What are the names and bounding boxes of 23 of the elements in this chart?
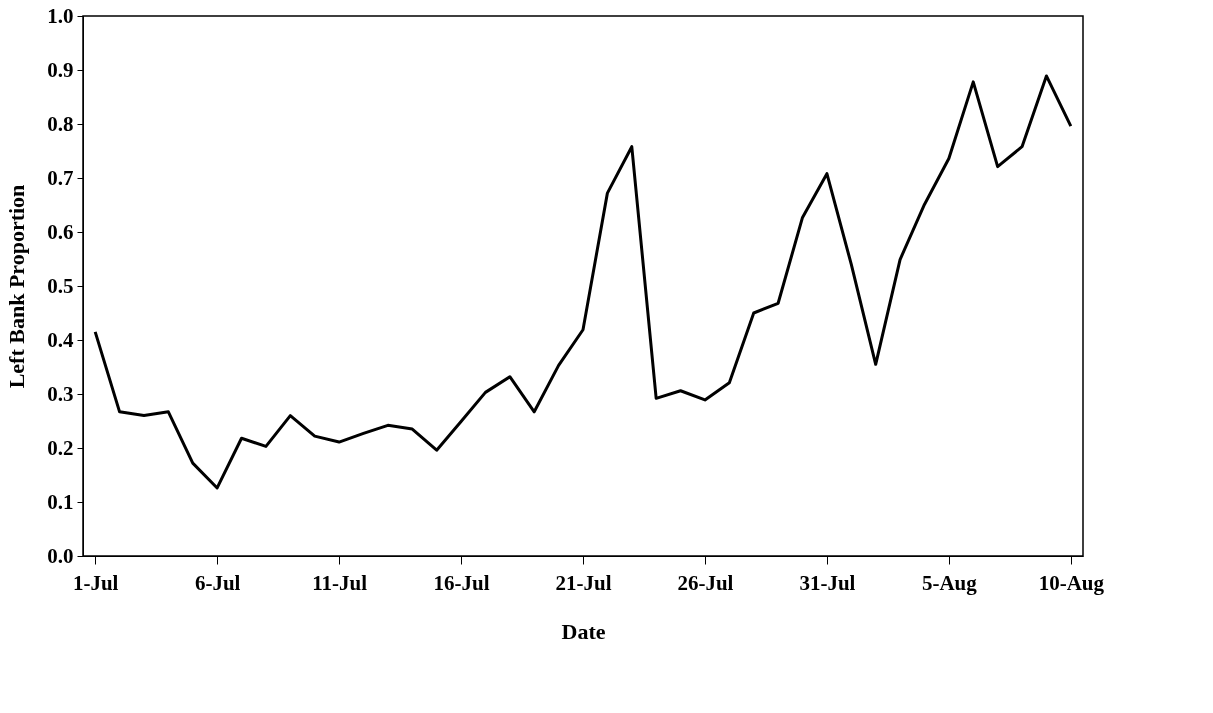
x-tick-label: 26-Jul xyxy=(677,570,734,595)
x-tick-label: 16-Jul xyxy=(433,570,490,595)
y-tick-label: 0.0 xyxy=(47,543,74,568)
x-tick-label: 5-Aug xyxy=(921,570,978,595)
x-axis-title: Date xyxy=(561,618,606,644)
y-tick-label: 0.1 xyxy=(47,489,74,514)
x-tick-label: 11-Jul xyxy=(312,570,368,595)
x-tick-label: 31-Jul xyxy=(799,570,856,595)
y-tick-label: 0.7 xyxy=(47,165,74,190)
y-tick-label: 0.3 xyxy=(47,381,74,406)
y-tick-label: 0.9 xyxy=(47,57,74,82)
y-tick-label: 0.4 xyxy=(47,327,74,352)
line-series xyxy=(93,74,1073,490)
y-tick-label: 0.5 xyxy=(47,273,74,298)
y-axis-title: Left Bank Proportion xyxy=(4,184,30,389)
y-tick-label: 0.2 xyxy=(47,435,74,460)
x-tick-label: 1-Jul xyxy=(72,570,119,595)
y-tick-label: 1.0 xyxy=(47,3,74,28)
x-tick-label: 10-Aug xyxy=(1038,570,1105,595)
y-tick-label: 0.8 xyxy=(47,111,74,136)
x-tick-label: 21-Jul xyxy=(555,570,612,595)
y-tick-label: 0.6 xyxy=(47,219,74,244)
x-tick-label: 6-Jul xyxy=(194,570,241,595)
